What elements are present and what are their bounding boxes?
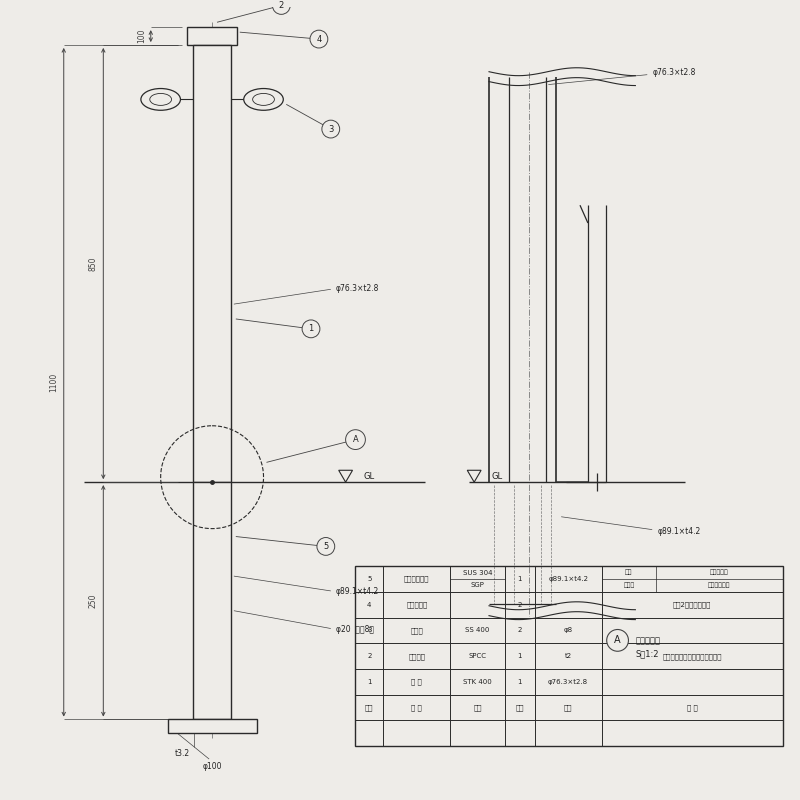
Bar [355, 566, 782, 746]
Text: 材質: 材質 [474, 704, 482, 711]
Text: 品 名: 品 名 [411, 704, 422, 711]
Circle shape [310, 30, 328, 48]
Text: φ8: φ8 [563, 627, 573, 634]
Text: 表裏2箇所貼り付け: 表裏2箇所貼り付け [673, 602, 711, 608]
Text: φ20  木栓8本: φ20 木栓8本 [336, 625, 374, 634]
Text: 5: 5 [323, 542, 329, 551]
Text: φ89.1×t4.2: φ89.1×t4.2 [657, 527, 700, 536]
Circle shape [317, 538, 334, 555]
Text: GL: GL [492, 472, 503, 481]
Text: ケース: ケース [623, 582, 634, 588]
Text: 100: 100 [138, 29, 146, 43]
Text: フタ付き管箱: フタ付き管箱 [404, 576, 430, 582]
Text: 3: 3 [367, 627, 371, 634]
Text: t2: t2 [565, 653, 572, 659]
Text: キャップ: キャップ [408, 653, 426, 659]
Text: SUS 304: SUS 304 [463, 570, 492, 576]
Bar [194, 45, 231, 482]
Text: 備 考: 備 考 [687, 704, 698, 711]
Text: A: A [353, 435, 358, 444]
Circle shape [606, 630, 629, 651]
Text: 1: 1 [367, 679, 371, 685]
Text: 1: 1 [518, 576, 522, 582]
Bar [167, 719, 257, 734]
Bar [187, 27, 237, 45]
Text: 1: 1 [308, 324, 314, 334]
Text: 4: 4 [367, 602, 371, 608]
Text: 2: 2 [367, 653, 371, 659]
Text: GL: GL [363, 472, 374, 481]
Text: 石粉塗装他権: 石粉塗装他権 [708, 582, 730, 588]
Text: SGP: SGP [470, 582, 485, 589]
Text: 1: 1 [518, 653, 522, 659]
Ellipse shape [141, 89, 181, 110]
Circle shape [273, 0, 290, 14]
Text: 3: 3 [328, 125, 334, 134]
Text: 規格: 規格 [564, 704, 572, 711]
Text: 4: 4 [316, 34, 322, 43]
Circle shape [346, 430, 366, 450]
Text: 2: 2 [518, 602, 522, 608]
Text: φ76.3×t2.8: φ76.3×t2.8 [336, 284, 379, 293]
Text: φ76.3×t2.8: φ76.3×t2.8 [652, 68, 695, 78]
Text: A: A [614, 635, 621, 646]
Text: φ89.1×t4.2: φ89.1×t4.2 [336, 587, 379, 597]
Text: 250: 250 [89, 594, 98, 608]
Text: 2: 2 [278, 1, 284, 10]
Text: STK 400: STK 400 [463, 679, 492, 685]
Text: 1: 1 [518, 679, 522, 685]
Text: 5: 5 [367, 576, 371, 582]
Circle shape [302, 320, 320, 338]
Text: SS 400: SS 400 [466, 627, 490, 634]
Text: フック: フック [410, 627, 423, 634]
Text: φ100: φ100 [202, 762, 222, 771]
Circle shape [322, 120, 340, 138]
Text: 2: 2 [518, 627, 522, 634]
Text: 部　詳細図: 部 詳細図 [635, 636, 660, 645]
Text: 850: 850 [89, 256, 98, 271]
Ellipse shape [244, 89, 283, 110]
Text: 1100: 1100 [50, 373, 58, 392]
Text: 支 柱: 支 柱 [411, 678, 422, 686]
Bar [194, 482, 231, 719]
Text: 電気亜鉛メッキ後、焼付け仕上: 電気亜鉛メッキ後、焼付け仕上 [662, 653, 722, 659]
Text: フタ: フタ [625, 570, 633, 575]
Text: ステンレス: ステンレス [710, 570, 729, 575]
Text: φ89.1×t4.2: φ89.1×t4.2 [548, 576, 588, 582]
Text: S＝1:2: S＝1:2 [635, 650, 659, 658]
Text: φ76.3×t2.8: φ76.3×t2.8 [548, 679, 588, 685]
Text: 個数: 個数 [515, 704, 524, 711]
Text: t3.2: t3.2 [175, 749, 190, 758]
Text: SPCC: SPCC [469, 653, 486, 659]
Text: 番号: 番号 [365, 704, 374, 711]
Text: 住名シール: 住名シール [406, 602, 427, 608]
